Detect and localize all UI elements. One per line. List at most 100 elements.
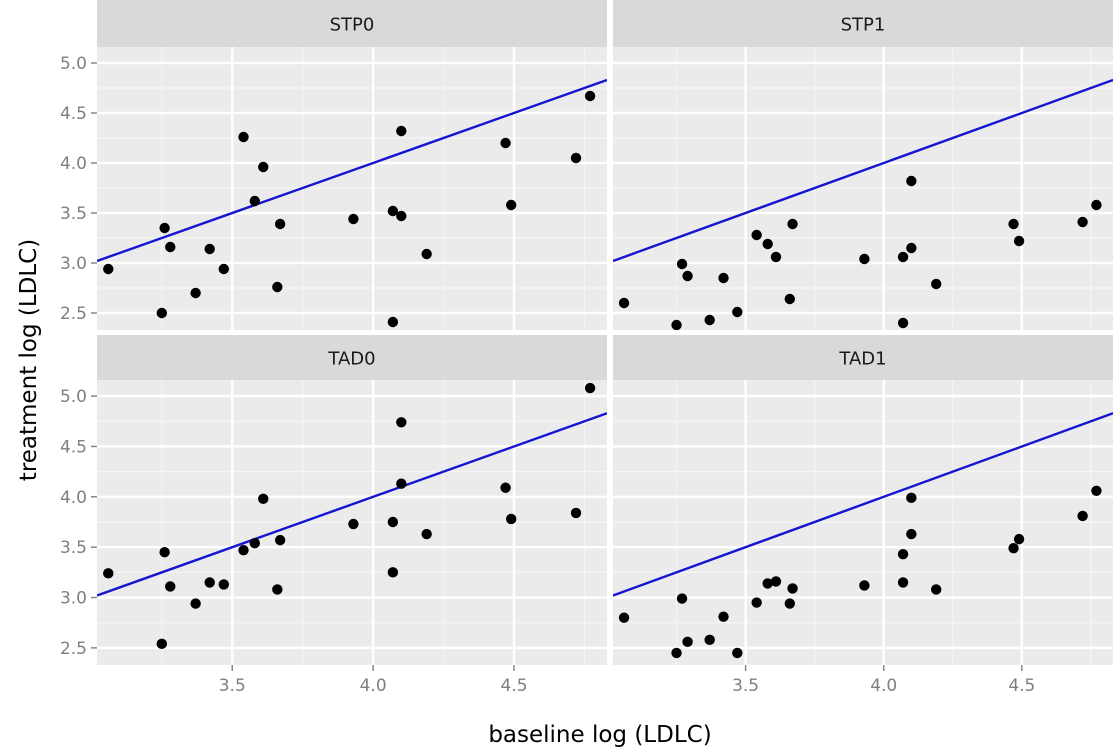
data-point (156, 307, 168, 319)
data-point (396, 478, 407, 489)
data-point (931, 584, 942, 595)
data-point (751, 597, 762, 608)
data-point (704, 634, 715, 646)
data-point (718, 272, 729, 284)
data-point (274, 534, 286, 546)
reference-line (97, 412, 607, 597)
facet-strip (97, 335, 607, 380)
data-point (897, 577, 909, 588)
data-point (897, 317, 909, 329)
panel-plot-area (97, 47, 607, 330)
data-point (906, 242, 917, 254)
data-point (258, 161, 269, 173)
panels-layer: STP0 2.5 3.0 3.5 4.0 4.5 5.0 STP1 TAD0 2.5 3.0 3.5 4… (60, 0, 1113, 696)
data-point (238, 544, 249, 556)
data-point (274, 218, 286, 230)
data-point (218, 579, 229, 590)
data-point (156, 638, 168, 650)
data-point (906, 528, 917, 540)
facet-panel-tad0: TAD0 2.5 3.0 3.5 4.0 4.5 5.0 3.5 4.0 4.5 (60, 335, 607, 696)
data-point (732, 647, 743, 659)
data-point (103, 263, 114, 275)
panel-plot-area (97, 380, 607, 665)
data-point (387, 316, 399, 328)
y-tick-label: 2.5 (60, 639, 87, 659)
data-point (704, 314, 715, 326)
x-axis-title: baseline log (LDLC) (488, 722, 711, 748)
data-point (751, 229, 762, 241)
data-point (682, 636, 693, 648)
data-point (676, 593, 688, 604)
y-tick-label: 4.5 (60, 104, 87, 124)
data-point (272, 281, 283, 293)
y-tick-label: 5.0 (60, 54, 87, 74)
y-tick-label: 3.0 (60, 254, 87, 274)
y-tick-label: 4.0 (60, 488, 87, 508)
data-point (618, 612, 630, 623)
data-point (1008, 218, 1019, 230)
y-tick-label: 3.5 (60, 204, 87, 224)
data-point (1008, 542, 1019, 554)
data-point (505, 513, 517, 525)
data-point (238, 131, 249, 143)
data-point (348, 213, 359, 225)
facet-panel-stp1: STP1 (613, 0, 1113, 330)
data-point (897, 549, 909, 560)
data-point (570, 152, 582, 164)
data-point (396, 210, 407, 222)
facet-strip-label: TAD0 (327, 349, 375, 370)
facet-strip-label: STP1 (841, 15, 886, 36)
data-point (190, 598, 201, 609)
data-point (784, 293, 795, 305)
facet-strip-label: STP0 (330, 15, 375, 36)
data-point (762, 578, 773, 589)
facet-strip-label: TAD1 (838, 349, 886, 370)
data-point (249, 537, 260, 549)
data-point (931, 278, 942, 290)
data-point (396, 417, 407, 428)
data-point (396, 125, 407, 137)
x-tick-label: 3.5 (219, 676, 246, 696)
data-point (784, 598, 795, 609)
data-point (906, 492, 917, 504)
x-tick-label: 4.0 (360, 676, 387, 696)
facet-strip (97, 0, 607, 47)
data-point (1013, 235, 1025, 247)
data-point (500, 482, 511, 493)
reference-line (97, 78, 607, 263)
data-point (165, 581, 176, 592)
data-point (570, 507, 582, 519)
y-axis-title: treatment log (LDLC) (16, 239, 42, 481)
data-point (218, 263, 229, 275)
x-tick-label: 4.5 (1008, 676, 1035, 696)
data-point (505, 199, 517, 211)
data-point (258, 493, 269, 505)
data-point (387, 567, 399, 578)
data-point (1091, 485, 1102, 496)
reference-line (613, 78, 1113, 263)
data-point (421, 528, 432, 540)
data-point (682, 270, 693, 282)
data-point (718, 611, 729, 622)
data-point (671, 647, 682, 659)
reference-line (613, 412, 1113, 597)
data-point (204, 243, 215, 255)
data-point (500, 137, 511, 149)
data-point (190, 287, 201, 299)
data-point (165, 241, 176, 253)
data-point (859, 253, 870, 265)
x-tick-label: 4.0 (870, 676, 897, 696)
data-point (421, 248, 432, 260)
panel-plot-area (613, 47, 1113, 330)
y-tick-label: 4.0 (60, 154, 87, 174)
facet-panel-stp0: STP0 2.5 3.0 3.5 4.0 4.5 5.0 (60, 0, 607, 330)
data-point (732, 306, 743, 318)
data-point (387, 205, 399, 217)
y-tick-label: 5.0 (60, 387, 87, 407)
data-point (584, 90, 596, 102)
data-point (1091, 199, 1102, 211)
data-point (1077, 510, 1088, 522)
data-point (897, 251, 909, 263)
data-point (770, 576, 782, 587)
